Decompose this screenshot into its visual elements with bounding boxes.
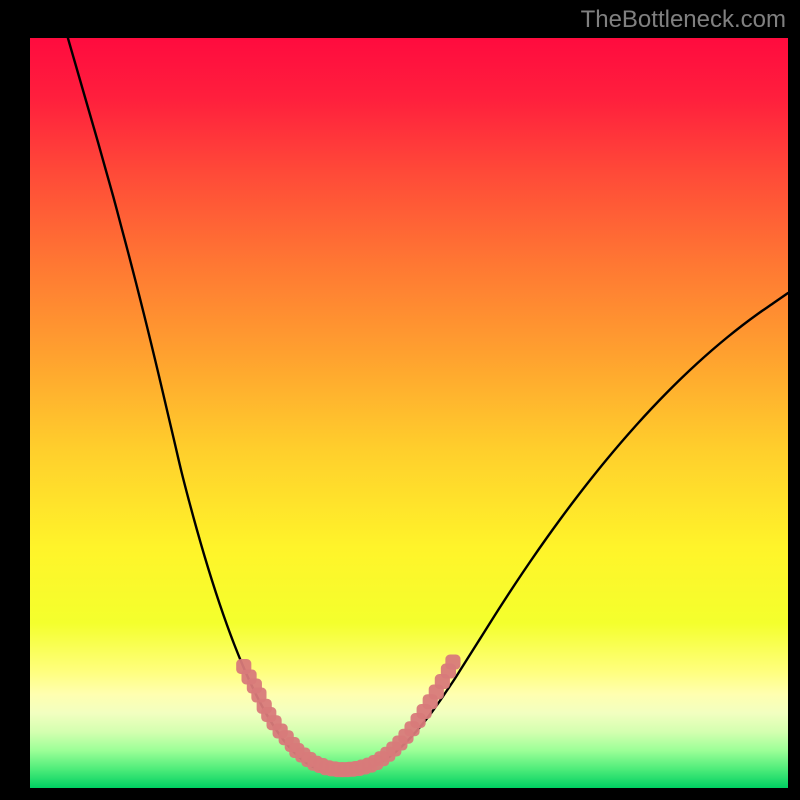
datapoint-marker: [445, 655, 460, 670]
bottleneck-curve: [68, 38, 788, 773]
curve-overlay: [30, 38, 788, 788]
watermark-text: TheBottleneck.com: [581, 6, 786, 34]
plot-area: [30, 38, 788, 788]
